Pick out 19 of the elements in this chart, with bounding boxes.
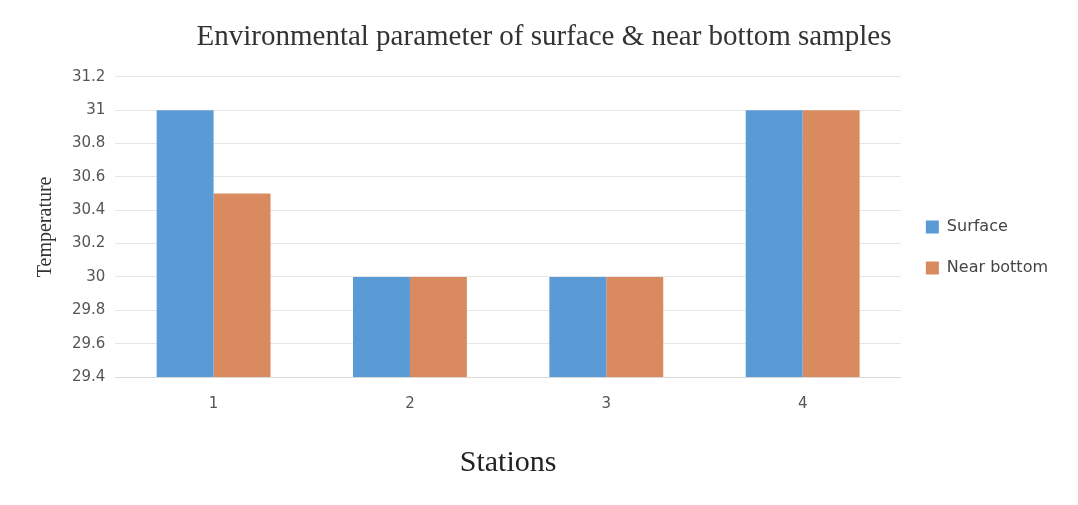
x-axis-title: Stations: [459, 443, 557, 477]
legend-label: Surface: [946, 216, 1008, 236]
x-tick-label: 2: [405, 393, 415, 412]
x-tick-label: 3: [601, 393, 612, 412]
y-tick-label: 31.2: [71, 66, 106, 85]
y-tick-label: 30.2: [71, 233, 106, 252]
x-tick-label: 4: [797, 393, 808, 412]
y-axis-title: Temperature: [33, 176, 57, 278]
y-tick-label: 29.6: [71, 333, 106, 352]
y-tick-label: 30.6: [71, 166, 106, 185]
chart-title: Environmental parameter of surface & near bottom samples: [196, 19, 892, 52]
y-tick-label: 29.8: [71, 300, 106, 319]
legend-label: Near bottom: [946, 257, 1049, 277]
x-tick-label: 1: [208, 393, 219, 412]
y-tick-label: 31: [86, 100, 106, 119]
y-tick-label: 30.4: [71, 200, 106, 219]
y-tick-label: 29.4: [71, 366, 106, 385]
y-tick-label: 30.8: [71, 133, 106, 152]
y-tick-label: 30: [86, 266, 106, 285]
